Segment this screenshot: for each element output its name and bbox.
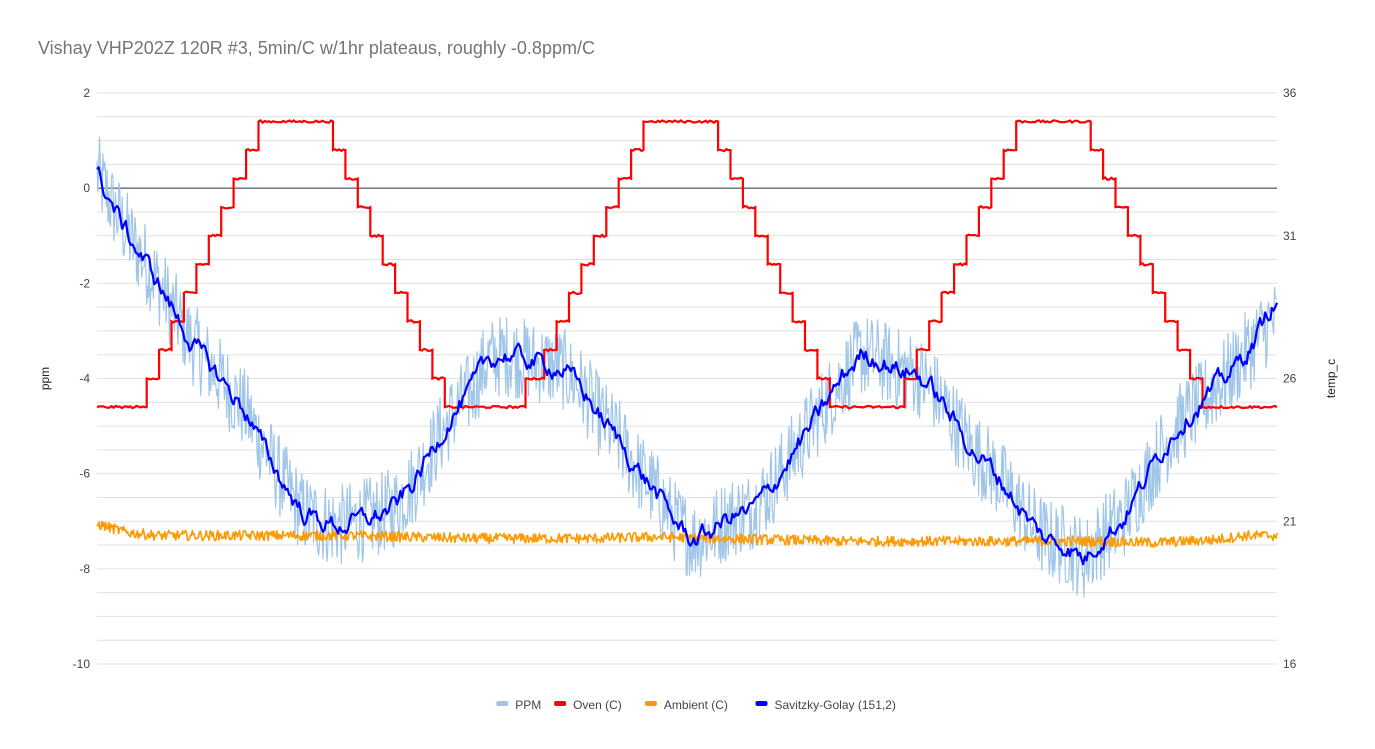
y-axis-title: ppm <box>38 367 52 390</box>
legend-item[interactable]: Oven (C) <box>554 698 622 712</box>
y2-tick-label: 31 <box>1283 229 1297 243</box>
series-line-savitzky-golay <box>96 166 1279 566</box>
y-tick-label: 0 <box>83 181 90 195</box>
axis-labels-layer: 2 0 -2 -4 -6 -8 -10 36 31 26 21 16 ppm temp_c <box>38 86 1338 671</box>
grid-layer <box>97 92 1277 665</box>
series-line-ppm <box>96 136 1278 598</box>
y-tick-label: -8 <box>79 562 90 576</box>
legend-swatch <box>644 701 657 706</box>
legend-label: Ambient (C) <box>664 698 728 712</box>
series-layer <box>96 119 1279 598</box>
y2-axis-title: temp_c <box>1324 359 1338 398</box>
legend-layer[interactable]: PPM Oven (C) Ambient (C) Savitzky-Golay (15… <box>496 698 896 712</box>
legend-swatch <box>496 701 509 706</box>
y-tick-label: -6 <box>79 467 90 481</box>
legend-item[interactable]: PPM <box>496 698 541 712</box>
y2-tick-label: 16 <box>1283 657 1297 671</box>
chart-title: Vishay VHP202Z 120R #3, 5min/C w/1hr pla… <box>38 38 595 58</box>
legend-item[interactable]: Ambient (C) <box>644 698 728 712</box>
y-tick-label: -4 <box>79 372 90 386</box>
series-line-oven <box>96 119 1278 410</box>
y2-tick-label: 36 <box>1283 86 1297 100</box>
legend-label: Oven (C) <box>573 698 622 712</box>
y2-tick-label: 21 <box>1283 514 1297 528</box>
y-tick-label: -10 <box>73 657 91 671</box>
legend-swatch <box>755 701 768 706</box>
legend-swatch <box>554 701 567 706</box>
legend-item[interactable]: Savitzky-Golay (151,2) <box>755 698 896 712</box>
legend-label: Savitzky-Golay (151,2) <box>775 698 896 712</box>
y-tick-label: 2 <box>83 86 90 100</box>
y2-tick-label: 26 <box>1283 372 1297 386</box>
legend-label: PPM <box>515 698 541 712</box>
y-tick-label: -2 <box>79 276 90 290</box>
